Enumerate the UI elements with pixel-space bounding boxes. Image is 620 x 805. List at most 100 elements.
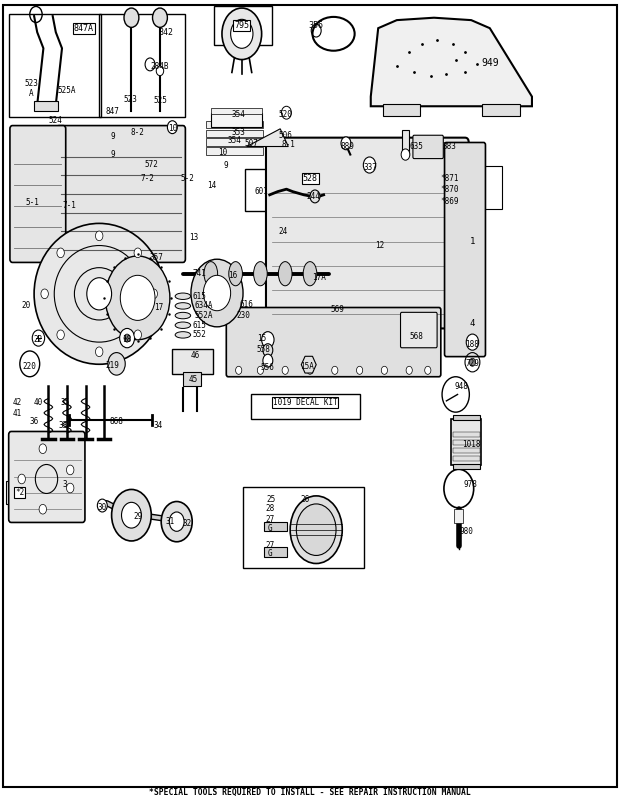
Circle shape: [257, 366, 264, 374]
Text: G: G: [267, 549, 272, 559]
Circle shape: [122, 502, 141, 528]
Circle shape: [167, 121, 177, 134]
Text: 45: 45: [189, 375, 198, 385]
Text: 22: 22: [34, 335, 43, 345]
Text: 524: 524: [49, 116, 63, 126]
Circle shape: [108, 353, 125, 375]
Text: 889: 889: [340, 142, 354, 151]
Text: 7-1: 7-1: [63, 200, 76, 210]
Bar: [183, 372, 202, 386]
Circle shape: [95, 347, 103, 357]
Circle shape: [161, 502, 192, 542]
Text: 40: 40: [34, 398, 43, 407]
Circle shape: [156, 66, 164, 76]
Bar: [99, 14, 185, 117]
Text: 556: 556: [261, 362, 275, 372]
Text: 1: 1: [470, 237, 475, 246]
Text: *871: *871: [440, 174, 459, 184]
Text: 552A: 552A: [194, 311, 213, 320]
Text: 20: 20: [22, 301, 30, 311]
Text: 27: 27: [265, 541, 274, 551]
Text: 569: 569: [331, 305, 345, 315]
Circle shape: [18, 474, 25, 484]
Bar: [454, 509, 463, 523]
Bar: [214, 6, 272, 45]
Ellipse shape: [254, 262, 267, 286]
Circle shape: [57, 248, 64, 258]
Text: 230: 230: [236, 311, 250, 320]
Circle shape: [150, 289, 157, 299]
Text: 1018: 1018: [462, 440, 480, 449]
Text: 9: 9: [110, 132, 115, 142]
Bar: [453, 456, 480, 461]
Text: 634A: 634A: [194, 301, 213, 311]
Circle shape: [262, 332, 274, 348]
Text: 729: 729: [466, 359, 479, 369]
Circle shape: [307, 366, 313, 374]
Text: 17: 17: [154, 303, 163, 312]
Bar: [453, 440, 480, 445]
Text: 978: 978: [463, 480, 477, 489]
Text: 353: 353: [232, 127, 246, 137]
Text: 244: 244: [306, 192, 320, 201]
Circle shape: [356, 366, 363, 374]
Text: 383: 383: [443, 142, 456, 151]
FancyBboxPatch shape: [401, 312, 437, 348]
Text: *869: *869: [440, 196, 459, 206]
Text: 35: 35: [61, 398, 69, 407]
Text: 17A: 17A: [312, 273, 326, 283]
Circle shape: [87, 278, 112, 310]
Circle shape: [120, 328, 135, 348]
Ellipse shape: [175, 322, 190, 328]
Text: 219: 219: [106, 361, 120, 370]
Text: 552: 552: [193, 330, 206, 340]
Circle shape: [134, 248, 141, 258]
FancyBboxPatch shape: [9, 431, 85, 522]
Ellipse shape: [303, 262, 317, 286]
Circle shape: [105, 256, 170, 340]
Bar: [453, 415, 480, 420]
Text: 18: 18: [123, 335, 131, 345]
Circle shape: [442, 377, 469, 412]
Circle shape: [236, 366, 242, 374]
Text: 220: 220: [23, 361, 37, 371]
Circle shape: [263, 354, 273, 367]
FancyBboxPatch shape: [413, 135, 443, 159]
Bar: [172, 349, 213, 374]
Circle shape: [41, 289, 48, 299]
Text: 847: 847: [106, 106, 120, 116]
Bar: [264, 522, 287, 531]
Bar: [383, 104, 420, 116]
Circle shape: [263, 344, 273, 357]
Text: 357: 357: [149, 253, 163, 262]
Ellipse shape: [175, 303, 190, 309]
Text: 284B: 284B: [151, 61, 169, 71]
Circle shape: [466, 334, 479, 350]
Text: 5-1: 5-1: [25, 198, 39, 208]
Text: 523: 523: [123, 94, 137, 104]
Text: 31: 31: [166, 517, 175, 526]
Text: 36: 36: [30, 417, 38, 427]
Text: 635: 635: [410, 142, 423, 151]
Bar: [211, 108, 262, 114]
Circle shape: [290, 496, 342, 564]
Text: 7-2: 7-2: [141, 174, 154, 184]
Text: G: G: [267, 523, 272, 533]
Text: 14: 14: [208, 180, 216, 190]
Text: 10: 10: [168, 124, 177, 134]
Bar: [453, 432, 480, 437]
Text: *2: *2: [16, 488, 24, 497]
FancyBboxPatch shape: [56, 126, 185, 262]
Bar: [6, 481, 38, 504]
Text: 46: 46: [191, 351, 200, 361]
Text: 572: 572: [145, 159, 159, 169]
Text: 520: 520: [278, 109, 292, 119]
FancyBboxPatch shape: [266, 138, 469, 328]
Circle shape: [281, 106, 291, 119]
Circle shape: [145, 58, 155, 71]
Text: 41: 41: [13, 409, 22, 419]
Circle shape: [425, 366, 431, 374]
FancyBboxPatch shape: [445, 142, 485, 357]
Bar: [243, 487, 364, 568]
Bar: [482, 104, 520, 116]
